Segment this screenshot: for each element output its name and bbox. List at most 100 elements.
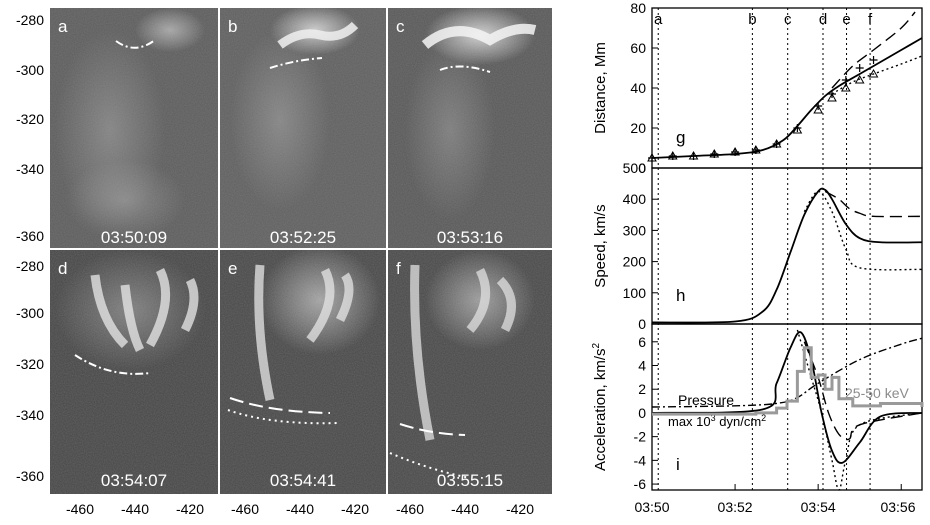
plot-g-series-triangle-markers-point-9: [827, 92, 837, 102]
y-tick-top-2: -320: [16, 111, 44, 127]
image-panel-d: [50, 250, 218, 494]
pressure-unit-exp2: 2: [761, 413, 766, 423]
pressure-label: Pressure: [678, 392, 734, 408]
plot-g-series-triangle-markers-point-6: [771, 138, 782, 148]
y-tick-top-4: -360: [16, 228, 44, 244]
plot-h-series-dotted: [803, 190, 923, 271]
plot-i-xtick-label-1: 03:52: [718, 499, 753, 515]
plot-h-series-solid: [651, 187, 923, 324]
x-tick-f-2: -420: [506, 501, 534, 517]
plot-i-ytick-label-3: 0: [638, 405, 646, 421]
pressure-unit-rest: dyn/cm: [716, 414, 762, 429]
event-marker-label-b: b: [748, 11, 756, 28]
plot-i-ylabel-text: Acceleration, km/s: [592, 349, 609, 472]
panel-c-time: 03:53:16: [437, 228, 503, 247]
event-marker-label-e: e: [842, 11, 850, 28]
plot-g-ytick-label-4: 80: [630, 0, 646, 16]
plot-g-ytick-label-1: 20: [630, 120, 646, 136]
plot-g-letter: g: [676, 128, 685, 147]
plot-i-ytick-label-5: 4: [638, 358, 646, 374]
plot-g-series-plus-markers-point-10: [841, 76, 850, 84]
plot-h-ytick-label-4: 400: [623, 191, 647, 207]
y-tick-top-1: -300: [16, 62, 44, 78]
x-tick-e-0: -460: [231, 501, 259, 517]
plot-g-ytick-label-0: 0: [638, 160, 646, 176]
x-tick-d-2: -420: [176, 501, 204, 517]
event-marker-label-a: a: [654, 11, 663, 28]
x-tick-f-1: -440: [451, 501, 479, 517]
image-y-ticks-top: -280 -300 -320 -340 -360: [16, 12, 44, 244]
plot-g-frame: [651, 7, 923, 169]
plot-h-series-dashed: [824, 190, 923, 218]
plot-g-series-triangle-markers-point-1: [667, 150, 678, 160]
plot-i-xtick-label-3: 03:56: [880, 499, 915, 515]
chart-group: Distance, Mm Speed, km/s Acceleration, k…: [591, 0, 924, 515]
plot-g-series-triangle-markers-point-12: [868, 68, 879, 78]
plot-g-series-triangle-markers-point-0: [647, 152, 657, 162]
image-x-ticks: -460 -440 -420 -460 -440 -420 -460 -440 …: [66, 501, 534, 517]
plot-i-ytick-label-6: 6: [638, 334, 646, 350]
plot-i-letter: i: [676, 455, 680, 474]
plot-h-ytick-label-0: 0: [638, 316, 646, 332]
plot-i-xtick-label-2: 03:54: [801, 499, 836, 515]
plot-g-series-triangle-markers-point-10: [840, 82, 851, 92]
x-tick-d-0: -460: [66, 501, 94, 517]
pressure-unit-exp: 3: [711, 413, 716, 423]
plot-h-ytick-label-5: 500: [623, 160, 647, 176]
panel-a-letter: a: [58, 17, 68, 36]
pressure-unit-label: max 103 dyn/cm2: [668, 413, 766, 429]
image-panel-f: [388, 250, 552, 494]
image-panel-a: [50, 8, 218, 248]
panel-d-time: 03:54:07: [101, 471, 167, 490]
y-tick-bottom-0: -280: [16, 258, 44, 274]
plot-i-series-dotted: [796, 329, 923, 491]
x-tick-d-1: -440: [121, 501, 149, 517]
plot-i-series-gray-steps: [652, 346, 924, 416]
plot-h-ytick-label-2: 200: [623, 254, 647, 270]
x-tick-e-1: -440: [286, 501, 314, 517]
plot-i-ylabel-sup: 2: [591, 343, 602, 349]
series-layer: [647, 11, 924, 491]
plot-h-ytick-label-3: 300: [623, 222, 647, 238]
plot-g-ytick-label-2: 40: [630, 80, 646, 96]
panel-c-letter: c: [396, 17, 405, 36]
y-tick-bottom-4: -360: [16, 468, 44, 484]
plot-h-ytick-label-1: 100: [623, 285, 647, 301]
plot-g-series-triangle-markers-point-11: [854, 74, 865, 84]
plot-g-series-triangle-markers-point-7: [792, 124, 803, 134]
panel-f-time: 03:55:15: [437, 471, 503, 490]
plot-g-series-triangle-markers-point-5: [750, 144, 761, 154]
plot-g-series-triangle-markers-point-8: [813, 104, 824, 114]
plot-i-ytick-label-4: 2: [638, 381, 646, 397]
plot-h-letter: h: [676, 286, 685, 305]
pressure-unit-prefix: max 10: [668, 414, 711, 429]
x-tick-e-2: -420: [341, 501, 369, 517]
image-y-ticks-bottom: -280 -300 -320 -340 -360: [16, 258, 44, 484]
panel-d-letter: d: [58, 259, 67, 278]
plot-g-series-plus-markers-point-12: [869, 56, 878, 64]
panel-b-letter: b: [228, 17, 237, 36]
image-panel-c: [388, 5, 552, 248]
x-tick-f-0: -460: [396, 501, 424, 517]
event-marker-label-f: f: [868, 11, 873, 28]
plot-i-ytick-label-1: -4: [634, 452, 647, 468]
panel-a-time: 03:50:09: [101, 228, 167, 247]
image-panel-e: [220, 245, 386, 494]
y-tick-top-0: -280: [16, 12, 44, 28]
plot-g-series-plus-markers-point-11: [855, 64, 864, 72]
plot-g-series-dashed: [831, 11, 916, 89]
image-grid: a b c d e f 03:50:09 03:52:25 03:53:16 0…: [16, 5, 552, 517]
hxr-label: 25-50 keV: [845, 385, 909, 401]
plot-i-xtick-label-0: 03:50: [634, 499, 669, 515]
panel-e-letter: e: [228, 259, 237, 278]
plot-i-ytick-label-0: -6: [634, 476, 647, 492]
y-tick-bottom-3: -340: [16, 407, 44, 423]
panel-e-time: 03:54:41: [270, 471, 336, 490]
plot-i-series-solid: [651, 331, 923, 464]
axis-tick-layer: 0 20 40 60 80 0 100 200 300 400 500 -6 -4 -2 0 2 4 6 03:50…: [623, 0, 916, 515]
plot-g-series-triangle-markers-point-3: [709, 148, 720, 158]
plot-h-ylabel: Speed, km/s: [592, 204, 609, 287]
plot-g-series-triangle-markers-point-4: [730, 146, 740, 156]
image-panel-b: [220, 5, 386, 248]
plot-g-ylabel: Distance, Mm: [592, 42, 609, 134]
